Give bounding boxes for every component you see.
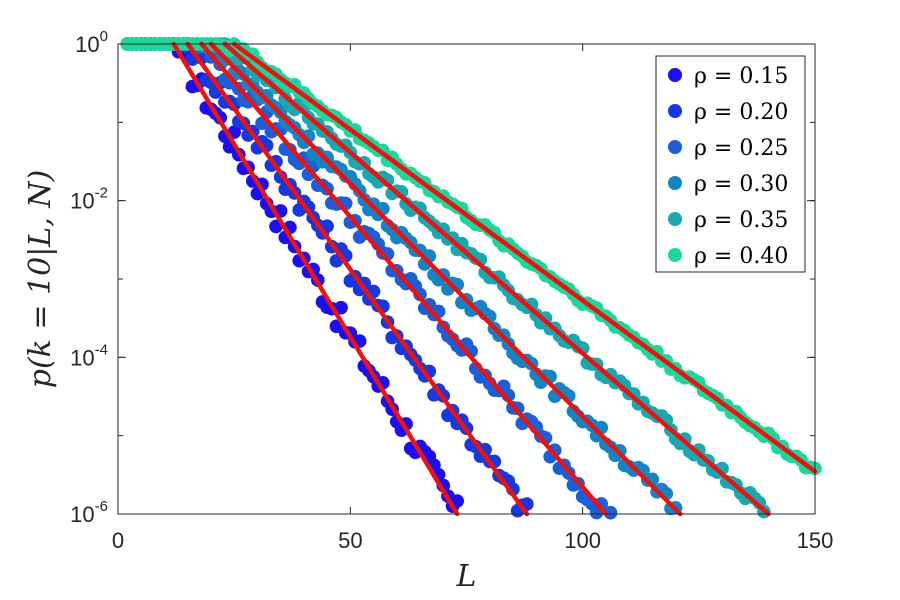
legend-label-3: ρ = 0.30 <box>694 172 788 197</box>
fit-line-4 <box>222 41 771 517</box>
data-point <box>334 300 348 315</box>
legend-marker-2 <box>668 140 682 154</box>
fit-line-1 <box>185 41 530 517</box>
y-tick-label: 10-4 <box>70 341 108 370</box>
x-tick-label: 0 <box>112 528 124 553</box>
y-tick-label: 100 <box>75 28 108 57</box>
data-point <box>603 505 618 520</box>
fit-line-0 <box>171 41 460 517</box>
x-tick-label: 50 <box>338 528 362 553</box>
y-tick-label: 10-6 <box>70 498 108 527</box>
x-tick-label: 100 <box>564 528 601 553</box>
legend-box <box>655 55 806 273</box>
legend-marker-0 <box>668 68 682 82</box>
fit-line-5 <box>231 41 818 474</box>
legend-label-0: ρ = 0.15 <box>694 64 788 89</box>
legend-label-1: ρ = 0.20 <box>694 100 788 125</box>
legend-label-2: ρ = 0.25 <box>694 136 788 161</box>
legend-label-4: ρ = 0.35 <box>694 208 788 233</box>
fit-line-2 <box>199 41 609 517</box>
legend-marker-3 <box>668 176 682 190</box>
axes: 0 50 100 150 100 10-2 10-4 10-6 <box>70 28 833 553</box>
legend-marker-5 <box>668 248 682 262</box>
fit-line-3 <box>208 41 683 517</box>
x-axis-label: L <box>456 559 477 594</box>
y-axis-label: p(k = 10|L, N) <box>23 170 58 389</box>
legend: ρ = 0.15 ρ = 0.20 ρ = 0.25 ρ = 0.30 ρ = 0.35… <box>655 55 806 273</box>
x-tick-label: 150 <box>797 528 834 553</box>
legend-label-5: ρ = 0.40 <box>694 244 788 269</box>
plot-area <box>120 37 822 520</box>
legend-marker-1 <box>668 104 682 118</box>
y-tick-label: 10-2 <box>70 185 108 214</box>
legend-marker-4 <box>668 212 682 226</box>
